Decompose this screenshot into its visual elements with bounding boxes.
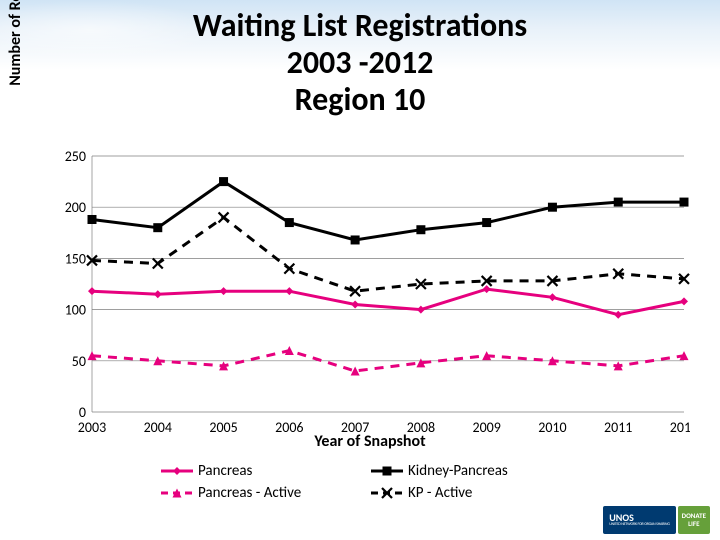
- unos-subtext: UNITED NETWORK FOR ORGAN SHARING: [609, 523, 669, 527]
- svg-text:200: 200: [65, 199, 86, 216]
- title-line-2: 2003 -2012: [0, 45, 720, 82]
- legend-label: KP - Active: [408, 484, 472, 502]
- svg-text:150: 150: [65, 250, 86, 267]
- legend-swatch-kidney-pancreas: [370, 462, 404, 480]
- x-axis-label: Year of Snapshot: [50, 432, 690, 451]
- legend-label: Kidney-Pancreas: [408, 462, 508, 480]
- chart-legend: Pancreas Kidney-Pancreas Pancreas - Acti…: [160, 460, 580, 504]
- legend-swatch-pancreas-active: [160, 484, 194, 502]
- legend-item-pancreas-active: Pancreas - Active: [160, 482, 370, 504]
- unos-logo: UNOS UNITED NETWORK FOR ORGAN SHARING: [603, 506, 675, 534]
- title-line-3: Region 10: [0, 82, 720, 119]
- legend-item-kp-active: KP - Active: [370, 482, 580, 504]
- chart-svg: 0501001502002502003200420052006200720082…: [50, 150, 690, 440]
- legend-item-pancreas: Pancreas: [160, 460, 370, 482]
- svg-text:250: 250: [65, 150, 86, 165]
- donate-life-logo: DONATE LIFE: [678, 506, 710, 534]
- legend-label: Pancreas - Active: [198, 484, 301, 502]
- donate-text-2: LIFE: [682, 520, 706, 528]
- chart-title: Waiting List Registrations 2003 -2012 Re…: [0, 0, 720, 118]
- svg-text:50: 50: [72, 353, 86, 370]
- legend-label: Pancreas: [198, 462, 252, 480]
- legend-swatch-pancreas: [160, 462, 194, 480]
- legend-swatch-kp-active: [370, 484, 404, 502]
- legend-item-kidney-pancreas: Kidney-Pancreas: [370, 460, 580, 482]
- chart-plot: 0501001502002502003200420052006200720082…: [50, 150, 690, 440]
- title-line-1: Waiting List Registrations: [0, 8, 720, 45]
- footer-logo: UNOS UNITED NETWORK FOR ORGAN SHARING DO…: [603, 506, 710, 534]
- svg-text:100: 100: [65, 302, 86, 319]
